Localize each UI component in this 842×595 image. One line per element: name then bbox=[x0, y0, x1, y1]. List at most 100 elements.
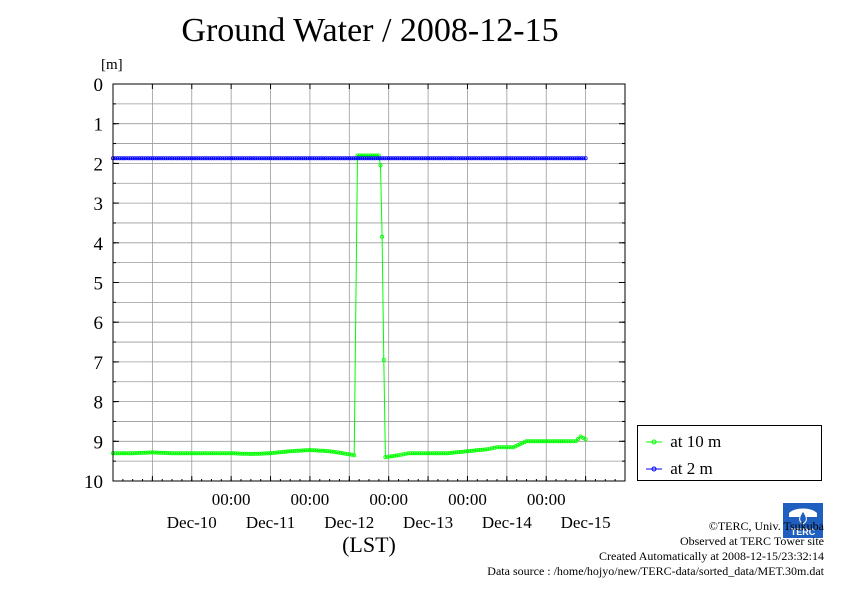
series-point-1 bbox=[480, 156, 485, 161]
series-point-1 bbox=[240, 156, 245, 161]
series-point-0 bbox=[450, 450, 455, 455]
series-point-1 bbox=[537, 156, 542, 161]
series-point-0 bbox=[345, 451, 350, 456]
series-point-1 bbox=[426, 156, 431, 161]
series-point-1 bbox=[275, 156, 280, 161]
series-point-0 bbox=[240, 451, 245, 456]
series-point-0 bbox=[327, 449, 332, 454]
series-point-0 bbox=[385, 454, 390, 459]
series-point-1 bbox=[270, 156, 275, 161]
credit-created: Created Automatically at 2008-12-15/23:3… bbox=[599, 549, 824, 563]
series-point-1 bbox=[237, 156, 242, 161]
series-point-0 bbox=[494, 445, 499, 450]
series-point-0 bbox=[270, 450, 275, 455]
series-point-1 bbox=[502, 156, 507, 161]
series-point-1 bbox=[336, 156, 341, 161]
series-point-0 bbox=[398, 452, 403, 457]
series-point-0 bbox=[389, 454, 394, 459]
series-point-1 bbox=[285, 156, 290, 161]
series-point-1 bbox=[261, 156, 266, 161]
series-point-0 bbox=[257, 451, 262, 456]
series-point-0 bbox=[331, 449, 336, 454]
series-point-0 bbox=[528, 439, 533, 444]
series-point-0 bbox=[310, 448, 315, 453]
series-point-0 bbox=[535, 439, 540, 444]
series-point-1 bbox=[342, 156, 347, 161]
series-point-1 bbox=[312, 156, 317, 161]
series-point-0 bbox=[187, 451, 192, 456]
series-point-0 bbox=[202, 451, 207, 456]
series-point-1 bbox=[535, 156, 540, 161]
series-point-1 bbox=[126, 156, 131, 161]
series-point-0 bbox=[285, 449, 290, 454]
series-point-0 bbox=[198, 451, 203, 456]
series-point-0 bbox=[513, 444, 518, 449]
y-tick-label: 10 bbox=[84, 472, 103, 493]
series-point-1 bbox=[404, 156, 409, 161]
series-point-0 bbox=[170, 451, 175, 456]
series-point-1 bbox=[445, 156, 450, 161]
series-point-0 bbox=[261, 451, 266, 456]
series-point-0 bbox=[432, 451, 437, 456]
y-tick-label: 7 bbox=[94, 353, 104, 374]
series-point-1 bbox=[259, 156, 264, 161]
series-point-0 bbox=[408, 451, 413, 456]
series-point-0 bbox=[476, 448, 481, 453]
y-tick-label: 2 bbox=[94, 154, 104, 175]
series-point-0 bbox=[452, 450, 457, 455]
series-point-1 bbox=[207, 156, 212, 161]
series-point-0 bbox=[380, 234, 385, 239]
series-point-1 bbox=[167, 156, 172, 161]
series-point-0 bbox=[113, 451, 118, 456]
series-point-1 bbox=[331, 156, 336, 161]
series-point-1 bbox=[441, 156, 446, 161]
series-point-1 bbox=[465, 156, 470, 161]
series-point-1 bbox=[301, 156, 306, 161]
series-point-0 bbox=[559, 439, 564, 444]
series-point-0 bbox=[143, 450, 148, 455]
series-point-0 bbox=[576, 436, 581, 441]
x-time-label: 00:00 bbox=[527, 490, 566, 509]
series-point-1 bbox=[478, 156, 483, 161]
series-point-0 bbox=[156, 450, 161, 455]
series-point-0 bbox=[312, 448, 317, 453]
series-point-1 bbox=[283, 156, 288, 161]
series-point-0 bbox=[434, 451, 439, 456]
series-point-0 bbox=[550, 439, 555, 444]
series-point-0 bbox=[259, 451, 264, 456]
series-point-1 bbox=[515, 156, 520, 161]
series-point-1 bbox=[325, 156, 330, 161]
series-point-1 bbox=[310, 156, 315, 161]
series-point-1 bbox=[117, 156, 122, 161]
series-point-1 bbox=[467, 156, 472, 161]
series-point-1 bbox=[266, 156, 271, 161]
series-point-0 bbox=[526, 439, 531, 444]
y-tick-label: 1 bbox=[94, 115, 104, 136]
series-point-1 bbox=[220, 156, 225, 161]
series-point-1 bbox=[550, 156, 555, 161]
series-point-0 bbox=[548, 439, 553, 444]
series-point-0 bbox=[387, 454, 392, 459]
series-point-0 bbox=[194, 451, 199, 456]
credit-observed: Observed at TERC Tower site bbox=[679, 534, 824, 548]
series-point-0 bbox=[321, 448, 326, 453]
series-point-0 bbox=[340, 451, 345, 456]
series-point-1 bbox=[235, 156, 240, 161]
series-point-1 bbox=[487, 156, 492, 161]
series-point-0 bbox=[478, 447, 483, 452]
series-point-0 bbox=[482, 447, 487, 452]
series-point-1 bbox=[231, 156, 236, 161]
series-point-0 bbox=[518, 442, 523, 447]
series-point-0 bbox=[283, 449, 288, 454]
series-point-1 bbox=[323, 156, 328, 161]
series-point-1 bbox=[327, 156, 332, 161]
series-point-0 bbox=[443, 451, 448, 456]
series-point-1 bbox=[154, 156, 159, 161]
series-point-0 bbox=[439, 451, 444, 456]
series-point-0 bbox=[209, 451, 214, 456]
series-point-0 bbox=[426, 451, 431, 456]
series-point-1 bbox=[533, 156, 538, 161]
series-point-1 bbox=[189, 156, 194, 161]
series-point-0 bbox=[396, 453, 401, 458]
